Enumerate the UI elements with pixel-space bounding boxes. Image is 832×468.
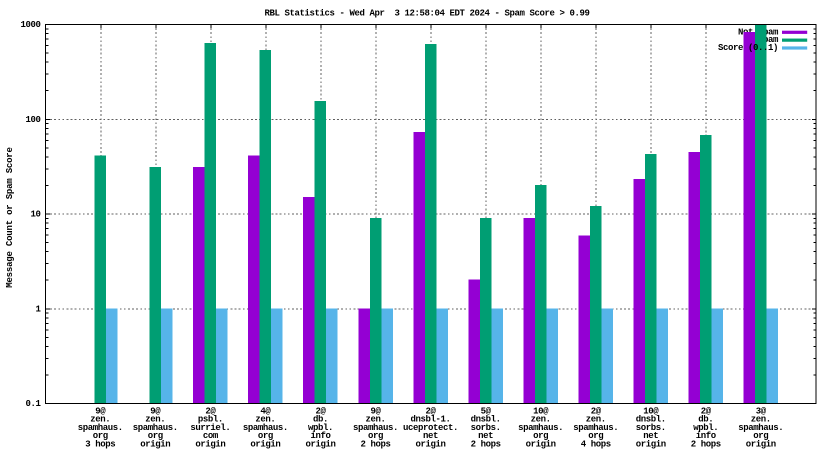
svg-text:10@: 10@ bbox=[643, 407, 659, 417]
svg-text:Message Count or Spam Score: Message Count or Spam Score bbox=[5, 147, 15, 287]
svg-text:spamhaus.: spamhaus. bbox=[518, 423, 563, 433]
svg-text:zen.: zen. bbox=[90, 415, 110, 425]
svg-text:5@: 5@ bbox=[481, 407, 492, 417]
svg-text:2@: 2@ bbox=[591, 407, 602, 417]
svg-text:net: net bbox=[423, 431, 438, 441]
svg-text:dnsbl.: dnsbl. bbox=[636, 415, 666, 425]
svg-text:origin: origin bbox=[636, 439, 666, 449]
svg-text:2@: 2@ bbox=[701, 407, 712, 417]
svg-text:RBL Statistics - Wed Apr 3 12: RBL Statistics - Wed Apr 3 12:58:04 EDT … bbox=[264, 9, 589, 19]
svg-text:10: 10 bbox=[30, 210, 40, 220]
svg-text:net: net bbox=[643, 431, 658, 441]
svg-text:Spam: Spam bbox=[758, 35, 779, 45]
svg-text:spamhaus.: spamhaus. bbox=[738, 423, 783, 433]
svg-text:zen.: zen. bbox=[586, 415, 606, 425]
svg-text:2@: 2@ bbox=[425, 407, 436, 417]
svg-text:origin: origin bbox=[305, 439, 335, 449]
svg-text:org: org bbox=[533, 431, 548, 441]
svg-text:db.: db. bbox=[698, 415, 713, 425]
svg-text:4 hops: 4 hops bbox=[581, 439, 611, 449]
svg-text:Score (0..1): Score (0..1) bbox=[718, 43, 778, 53]
svg-text:100: 100 bbox=[25, 115, 40, 125]
svg-text:9@: 9@ bbox=[370, 407, 381, 417]
svg-text:spamhaus.: spamhaus. bbox=[353, 423, 398, 433]
svg-text:origin: origin bbox=[415, 439, 445, 449]
svg-text:org: org bbox=[258, 431, 273, 441]
svg-text:wpbl.: wpbl. bbox=[693, 423, 718, 433]
svg-text:1000: 1000 bbox=[20, 20, 40, 30]
svg-text:9@: 9@ bbox=[95, 407, 106, 417]
svg-text:org: org bbox=[93, 431, 108, 441]
svg-text:spamhaus.: spamhaus. bbox=[133, 423, 178, 433]
svg-text:zen.: zen. bbox=[255, 415, 275, 425]
svg-text:origin: origin bbox=[140, 439, 170, 449]
svg-text:spamhaus.: spamhaus. bbox=[78, 423, 123, 433]
svg-text:zen.: zen. bbox=[145, 415, 165, 425]
svg-text:zen.: zen. bbox=[365, 415, 385, 425]
svg-text:net: net bbox=[478, 431, 493, 441]
svg-text:2 hops: 2 hops bbox=[691, 439, 721, 449]
svg-text:10@: 10@ bbox=[533, 407, 549, 417]
svg-text:2 hops: 2 hops bbox=[471, 439, 501, 449]
svg-text:org: org bbox=[753, 431, 768, 441]
svg-text:sorbs.: sorbs. bbox=[471, 423, 501, 433]
svg-text:info: info bbox=[310, 431, 330, 441]
svg-text:com: com bbox=[203, 431, 219, 441]
svg-text:0.1: 0.1 bbox=[25, 399, 41, 409]
svg-text:origin: origin bbox=[746, 439, 776, 449]
svg-text:org: org bbox=[588, 431, 603, 441]
svg-text:surriel.: surriel. bbox=[190, 423, 230, 433]
svg-text:dnsbl-1.: dnsbl-1. bbox=[410, 415, 450, 425]
svg-text:2@: 2@ bbox=[315, 407, 326, 417]
svg-text:info: info bbox=[696, 431, 716, 441]
svg-text:psbl.: psbl. bbox=[198, 415, 223, 425]
svg-text:3@: 3@ bbox=[756, 407, 767, 417]
svg-text:db.: db. bbox=[313, 415, 328, 425]
svg-text:uceprotect.: uceprotect. bbox=[403, 423, 458, 433]
svg-text:4@: 4@ bbox=[260, 407, 271, 417]
svg-text:9@: 9@ bbox=[150, 407, 161, 417]
svg-text:org: org bbox=[148, 431, 163, 441]
svg-text:origin: origin bbox=[250, 439, 280, 449]
svg-text:spamhaus.: spamhaus. bbox=[243, 423, 288, 433]
svg-text:zen.: zen. bbox=[531, 415, 551, 425]
svg-text:wpbl.: wpbl. bbox=[308, 423, 333, 433]
svg-text:dnsbl.: dnsbl. bbox=[471, 415, 501, 425]
svg-text:2@: 2@ bbox=[205, 407, 216, 417]
svg-text:sorbs.: sorbs. bbox=[636, 423, 666, 433]
svg-text:2 hops: 2 hops bbox=[360, 439, 390, 449]
svg-text:origin: origin bbox=[526, 439, 556, 449]
svg-text:1: 1 bbox=[35, 304, 41, 314]
svg-text:org: org bbox=[368, 431, 383, 441]
svg-text:origin: origin bbox=[195, 439, 225, 449]
svg-text:spamhaus.: spamhaus. bbox=[573, 423, 618, 433]
svg-text:3 hops: 3 hops bbox=[85, 439, 115, 449]
svg-text:zen.: zen. bbox=[751, 415, 771, 425]
